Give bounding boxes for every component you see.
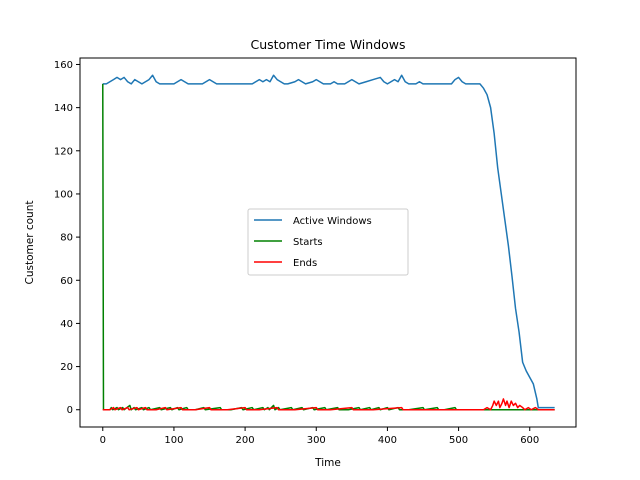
x-tick-label: 0	[100, 435, 106, 446]
x-tick-label: 100	[164, 435, 183, 446]
x-tick-label: 300	[307, 435, 326, 446]
y-tick-label: 40	[60, 319, 73, 330]
chart-title: Customer Time Windows	[250, 37, 405, 52]
y-tick-label: 160	[54, 60, 73, 71]
axes-frame	[79, 57, 577, 428]
x-tick-label: 200	[236, 435, 255, 446]
legend-label-ends: Ends	[293, 258, 317, 269]
y-axis-label: Customer count	[24, 201, 36, 285]
legend-label-active-windows: Active Windows	[293, 216, 372, 227]
y-tick-label: 100	[54, 189, 73, 200]
plot-area	[102, 74, 555, 411]
x-tick-label: 600	[520, 435, 539, 446]
legend-label-starts: Starts	[293, 237, 323, 248]
y-tick-label: 120	[54, 146, 73, 157]
x-tick-label: 400	[378, 435, 397, 446]
y-tick-label: 0	[67, 405, 73, 416]
y-tick-label: 60	[60, 276, 73, 287]
x-axis-label: Time	[314, 457, 341, 469]
legend: Active Windows Starts Ends	[247, 208, 409, 276]
y-tick-label: 80	[60, 233, 73, 244]
y-axis: 0 20 40 60 80 100 120 140 160	[54, 60, 80, 416]
y-tick-label: 140	[54, 103, 73, 114]
y-tick-label: 20	[60, 362, 73, 373]
x-axis: 0 100 200 300 400 500 600	[100, 427, 539, 446]
x-tick-label: 500	[449, 435, 468, 446]
series-line-active-windows	[102, 74, 555, 409]
legend-box	[247, 208, 409, 276]
series-line-ends	[102, 398, 555, 411]
